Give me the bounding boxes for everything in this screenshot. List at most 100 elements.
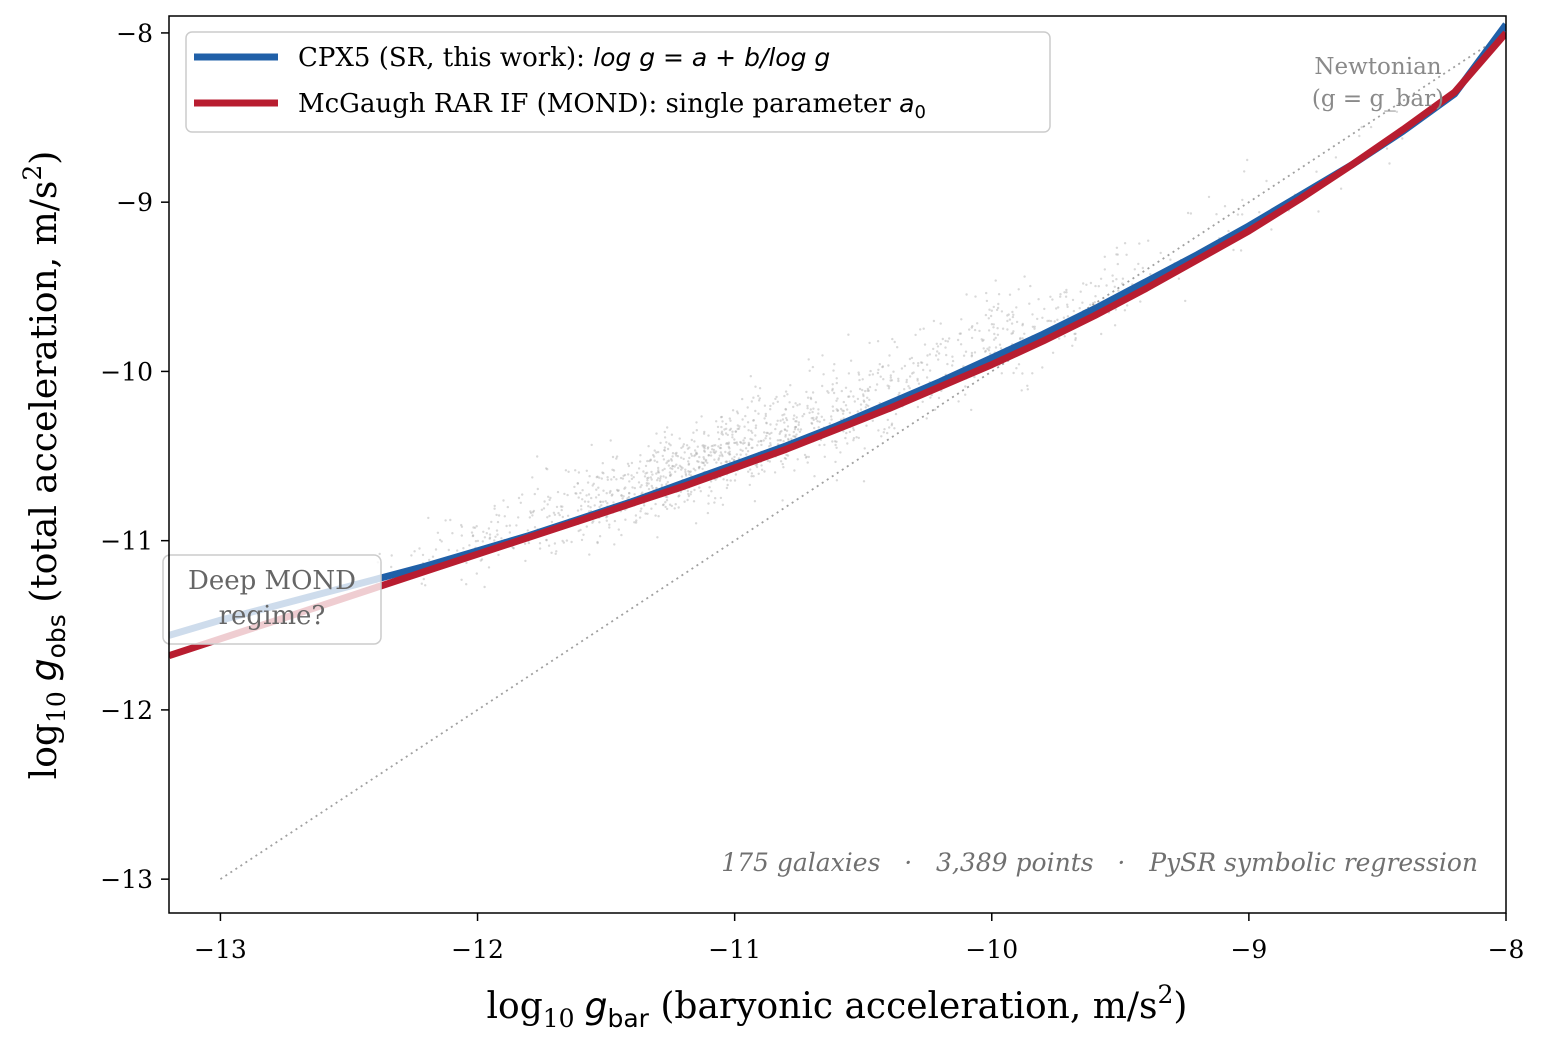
data-point: [781, 462, 784, 466]
data-point: [609, 439, 612, 442]
data-point: [726, 433, 729, 437]
data-point: [657, 450, 660, 454]
data-point: [601, 462, 604, 465]
data-point: [697, 467, 701, 470]
data-point: [611, 493, 614, 496]
data-point: [1010, 332, 1013, 335]
data-point: [597, 486, 600, 489]
data-point: [826, 390, 829, 393]
data-point: [768, 437, 772, 440]
data-point: [657, 469, 660, 472]
data-point: [833, 363, 836, 366]
data-point: [808, 411, 811, 414]
data-point: [728, 460, 731, 463]
data-point: [806, 396, 810, 399]
data-point: [697, 460, 700, 463]
data-point: [646, 512, 649, 515]
data-point: [882, 431, 885, 434]
data-point: [883, 428, 886, 431]
data-point: [601, 500, 605, 503]
data-point: [717, 457, 721, 460]
data-point: [835, 479, 839, 482]
data-point: [779, 460, 783, 463]
data-point: [656, 471, 660, 474]
data-point: [460, 534, 463, 537]
data-point: [817, 426, 820, 429]
data-point: [916, 377, 919, 381]
data-point: [984, 350, 987, 353]
data-point: [653, 459, 656, 462]
data-point: [662, 458, 666, 461]
data-point: [1114, 308, 1118, 311]
data-point: [696, 460, 699, 463]
data-point: [1012, 371, 1015, 375]
data-point: [642, 470, 645, 473]
annotation-deep-mond: Deep MOND regime?: [162, 554, 382, 645]
data-point: [658, 479, 662, 482]
data-point: [743, 441, 746, 444]
data-point: [827, 391, 830, 394]
data-point: [803, 453, 807, 457]
data-point: [864, 389, 867, 393]
data-point: [1115, 246, 1119, 249]
data-point: [594, 496, 598, 499]
data-point: [990, 309, 993, 312]
data-point: [585, 494, 588, 497]
data-point: [643, 504, 646, 507]
data-point: [810, 421, 813, 425]
y-tick-label: −10: [100, 357, 153, 386]
data-point: [844, 436, 847, 440]
data-point: [1169, 258, 1172, 261]
data-point: [512, 547, 515, 550]
data-point: [720, 453, 724, 456]
data-point: [926, 354, 929, 357]
data-point: [1023, 275, 1026, 278]
data-point: [888, 354, 891, 357]
data-point: [992, 305, 995, 309]
data-point: [1001, 327, 1005, 330]
data-point: [483, 585, 486, 589]
data-point: [436, 531, 440, 534]
x-axis-label: log10 gbar (baryonic acceleration, m/s2): [487, 980, 1188, 1033]
data-point: [451, 532, 454, 535]
data-point: [533, 526, 537, 529]
data-point: [1015, 306, 1018, 309]
data-point: [1065, 291, 1068, 294]
data-point: [951, 364, 954, 367]
data-point: [1057, 306, 1060, 309]
data-point: [1008, 293, 1012, 296]
data-point: [853, 400, 856, 403]
data-point: [686, 489, 689, 493]
data-point: [725, 460, 728, 463]
data-point: [470, 531, 474, 534]
data-point: [635, 471, 639, 474]
data-point: [830, 415, 833, 418]
data-point: [847, 333, 850, 336]
data-point: [1149, 273, 1152, 276]
data-point: [793, 414, 796, 417]
data-point: [577, 529, 580, 533]
data-point: [928, 369, 932, 372]
data-point: [573, 485, 576, 489]
data-point: [626, 497, 629, 500]
data-point: [728, 428, 732, 432]
data-point: [810, 417, 813, 420]
data-point: [958, 332, 961, 335]
data-point: [811, 410, 814, 414]
y-tick-label: −9: [116, 188, 153, 217]
data-point: [706, 461, 709, 464]
data-point: [497, 514, 501, 517]
data-point: [731, 457, 734, 460]
data-point: [765, 431, 768, 435]
data-point: [1139, 300, 1142, 303]
data-point: [673, 507, 676, 510]
data-point: [1017, 363, 1021, 366]
data-point: [796, 458, 799, 461]
data-point: [633, 521, 636, 524]
data-point: [861, 388, 864, 392]
data-point: [719, 446, 723, 450]
data-point: [656, 536, 659, 539]
data-point: [739, 441, 743, 444]
data-point: [989, 314, 993, 318]
data-point: [778, 432, 781, 436]
